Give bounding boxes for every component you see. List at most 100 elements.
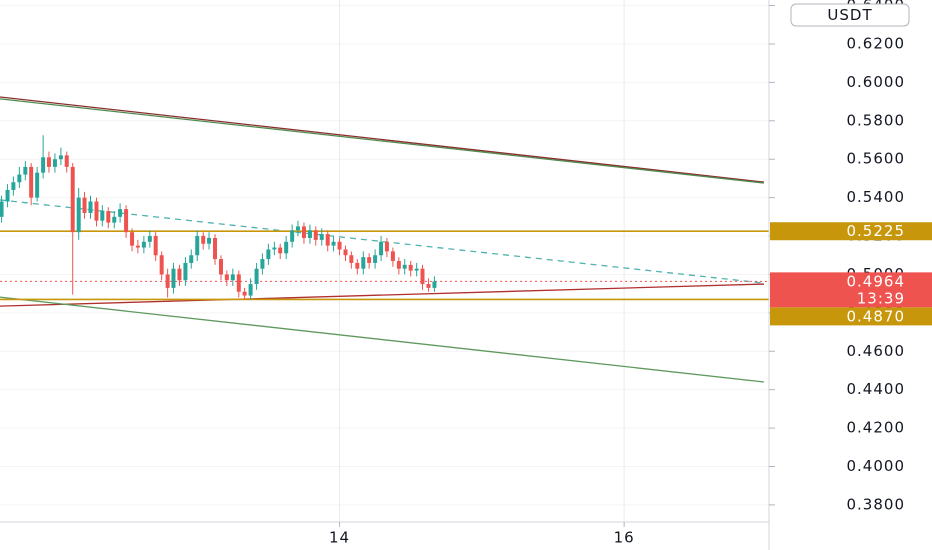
level-label: 0.4870 <box>847 307 906 325</box>
candle-body <box>295 226 300 231</box>
candle-body <box>355 262 360 269</box>
candle-body <box>207 237 212 244</box>
level-label-box <box>770 307 932 326</box>
candle-body <box>278 247 283 254</box>
price-axis: 0.38000.40000.42000.44000.46000.48000.50… <box>769 0 932 513</box>
candle-body <box>76 197 81 233</box>
candle-body <box>106 211 111 223</box>
candle-body <box>201 236 206 244</box>
candle-body <box>23 166 28 175</box>
last-price-label-box <box>770 272 932 291</box>
candle-body <box>331 241 336 246</box>
candle-body <box>384 241 389 252</box>
candle-body <box>70 166 75 233</box>
candle-body <box>213 237 218 260</box>
candle-body <box>414 268 419 271</box>
candle-body <box>349 255 354 263</box>
trend-line <box>0 296 764 383</box>
candle-body <box>420 268 425 285</box>
candle-body <box>313 230 318 240</box>
candle-body <box>218 259 223 275</box>
candle-body <box>189 255 194 263</box>
grid <box>0 0 769 522</box>
candle-body <box>46 157 51 167</box>
candle-body <box>58 155 63 160</box>
candle-body <box>361 257 366 269</box>
candle-body <box>408 264 413 271</box>
candle-body <box>373 255 378 263</box>
candle-body <box>183 262 188 281</box>
candle-body <box>177 268 182 281</box>
y-tick-label: 0.6000 <box>847 73 906 91</box>
y-tick-label: 0.4200 <box>847 419 906 437</box>
y-tick-label: 0.4600 <box>847 342 906 360</box>
candle-body <box>402 264 407 269</box>
y-tick-label: 0.5400 <box>847 188 906 206</box>
candle-body <box>130 232 135 246</box>
candle-body <box>266 249 271 260</box>
trend-line <box>0 98 764 184</box>
candle-body <box>272 247 277 250</box>
countdown-label: 13:39 <box>857 289 905 307</box>
candle-body <box>11 182 16 190</box>
y-tick-label: 0.5800 <box>847 111 906 129</box>
candle-body <box>325 234 330 246</box>
candle-body <box>171 268 176 288</box>
y-tick-label: 0.5600 <box>847 150 906 168</box>
candle-body <box>260 259 265 269</box>
candle-body <box>165 274 170 288</box>
candle-body <box>5 189 10 202</box>
candle-body <box>432 281 437 288</box>
candle-body <box>254 268 259 285</box>
candle-body <box>379 241 384 256</box>
candle-body <box>319 234 324 240</box>
candle-body <box>290 230 295 242</box>
y-tick-label: 0.4000 <box>847 457 906 475</box>
y-tick-label: 0.4400 <box>847 380 906 398</box>
last-price-label: 0.4964 <box>847 272 906 290</box>
candle-body <box>396 261 401 269</box>
candle-body <box>242 291 247 296</box>
candle-body <box>426 284 431 288</box>
candle-body <box>118 209 123 217</box>
currency-label[interactable]: USDT <box>827 6 872 24</box>
level-label-box <box>770 222 932 241</box>
candle-body <box>0 201 4 217</box>
countdown-label-box <box>770 289 932 308</box>
candle-body <box>159 255 164 275</box>
candle-body <box>112 216 117 223</box>
candle-body <box>100 211 105 221</box>
plot-area <box>0 96 769 383</box>
candle-body <box>284 241 289 254</box>
candle-body <box>153 236 158 256</box>
candle-body <box>64 155 69 167</box>
level-label: 0.5225 <box>847 222 906 240</box>
currency-box[interactable] <box>790 3 910 27</box>
candle-body <box>307 230 312 238</box>
candle-body <box>367 257 372 263</box>
candle-body <box>337 241 342 250</box>
candle-body <box>141 241 146 248</box>
y-tick-label: 0.3800 <box>847 495 906 513</box>
candle-body <box>224 274 229 281</box>
candle-body <box>82 197 87 213</box>
candle-body <box>343 249 348 256</box>
candle-body <box>124 209 129 233</box>
x-tick-label: 14 <box>329 529 350 547</box>
candle-body <box>390 251 395 261</box>
candle-body <box>94 201 99 221</box>
candle-body <box>29 166 34 198</box>
candle-body <box>52 159 57 167</box>
candle-body <box>147 236 152 242</box>
candle-body <box>301 226 306 238</box>
candle-body <box>17 174 22 183</box>
candle-body <box>41 157 46 173</box>
candle-body <box>195 236 200 256</box>
trend-line <box>0 283 764 307</box>
y-tick-label: 0.6200 <box>847 34 906 52</box>
candle-body <box>236 274 241 292</box>
x-tick-label: 16 <box>614 529 635 547</box>
candle-body <box>88 201 93 213</box>
candle-body <box>230 274 235 281</box>
